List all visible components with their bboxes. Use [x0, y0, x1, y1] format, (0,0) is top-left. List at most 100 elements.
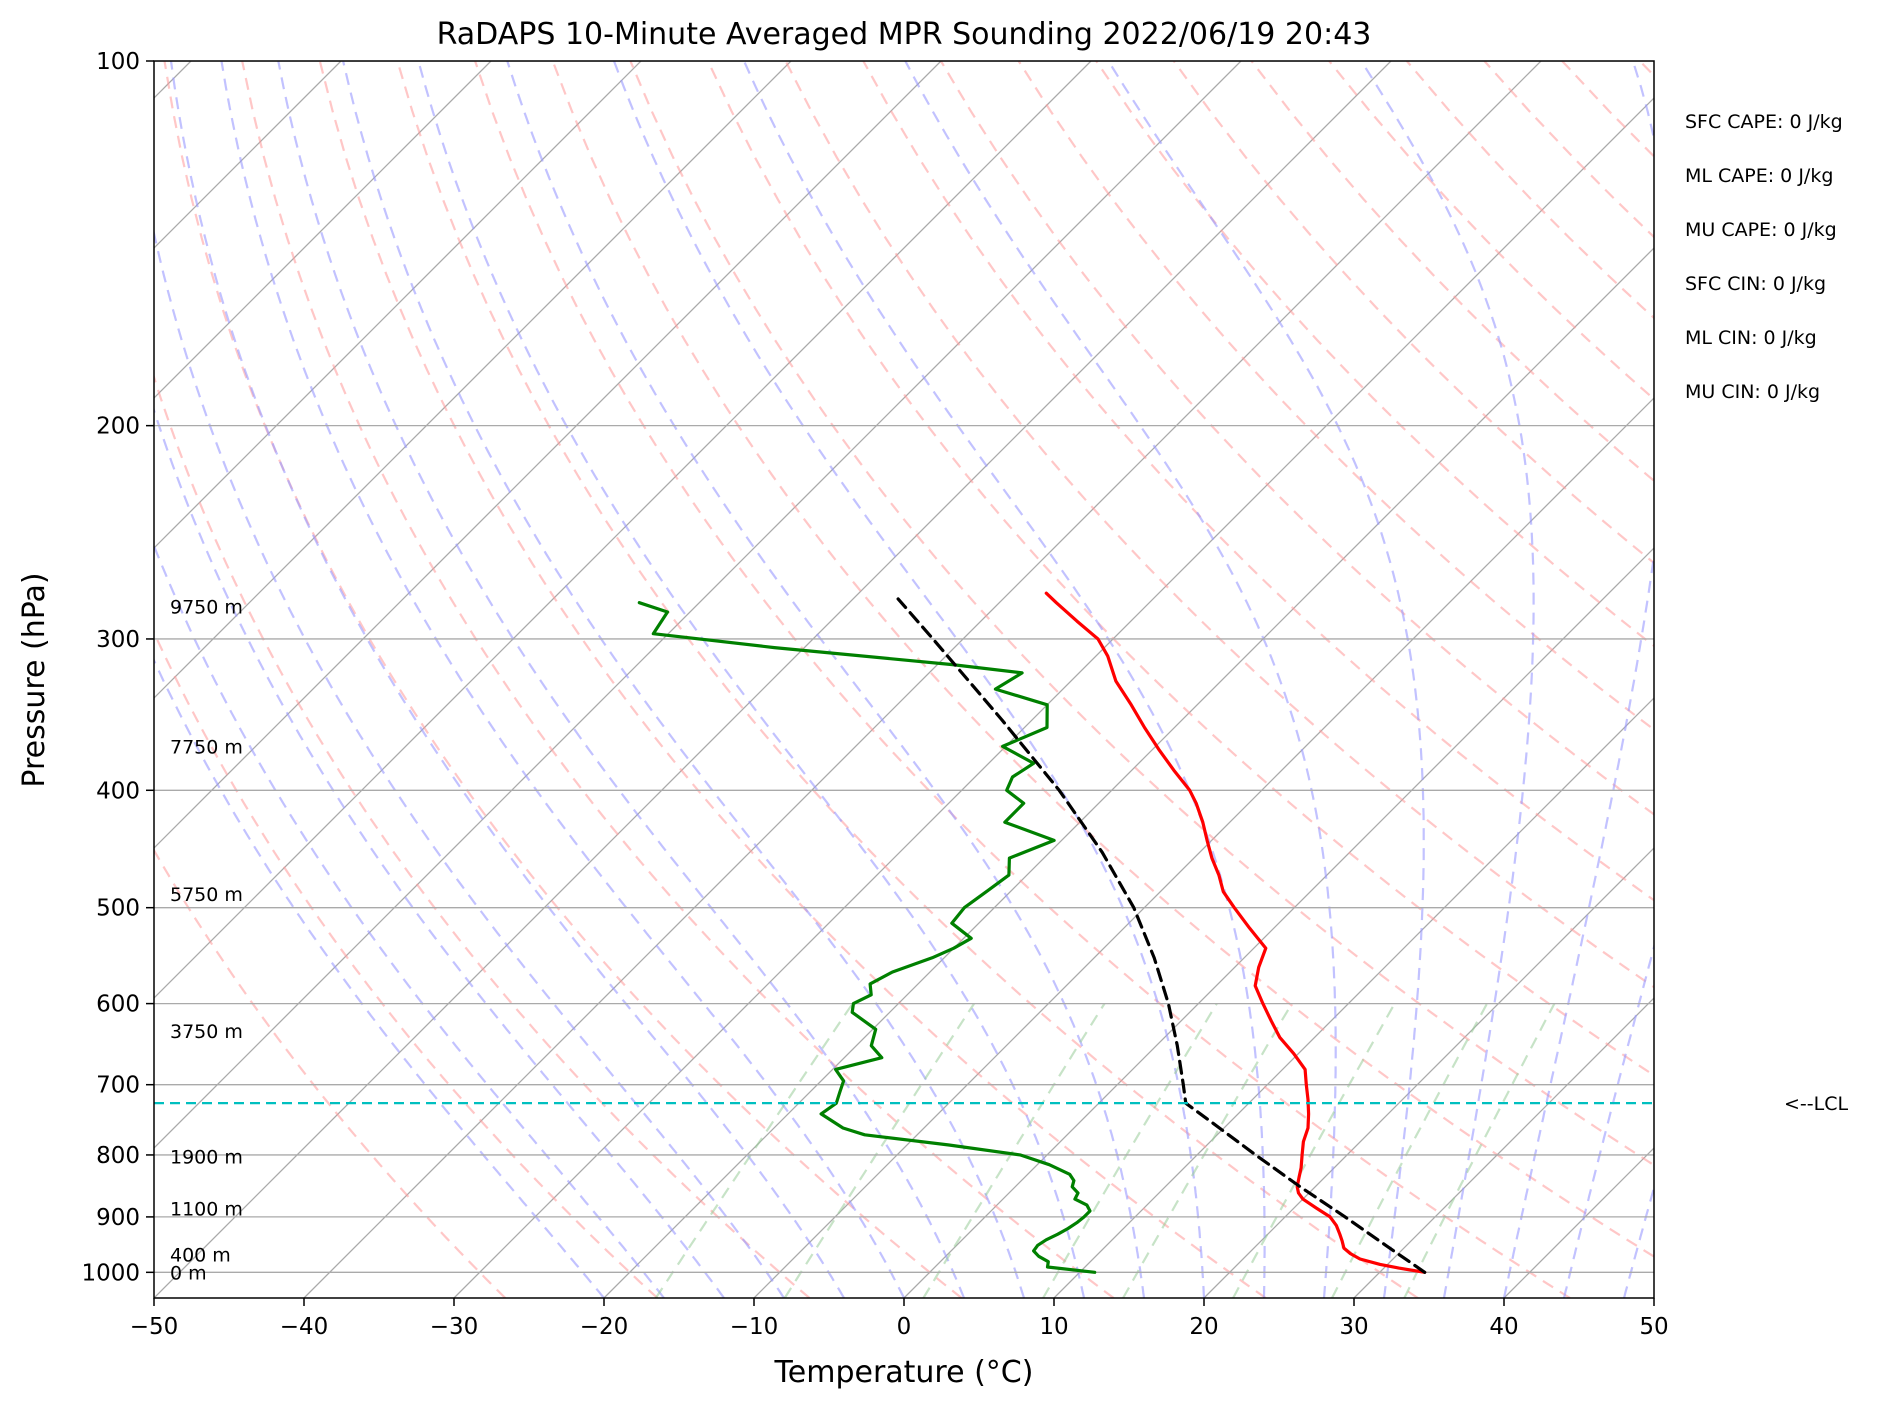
stability-index: MU CAPE: 0 J/kg [1685, 219, 1837, 241]
moist-adiabat-line [342, 61, 1026, 1298]
moist-adiabat-line [277, 61, 966, 1298]
stability-index: SFC CIN: 0 J/kg [1685, 273, 1826, 295]
height-label: 400 m [170, 1245, 231, 1267]
mixing-ratio-line [1122, 1003, 1293, 1298]
x-tick-label: 0 [897, 1314, 912, 1340]
isotherm-line [154, 61, 1392, 1298]
stability-indices: SFC CAPE: 0 J/kg ML CAPE: 0 J/kg MU CAPE: … [1685, 111, 1843, 403]
moist-adiabat-line [417, 61, 1086, 1298]
height-labels: 9750 m 7750 m 5750 m 3750 m 1900 m 1100 m 400 … [170, 596, 243, 1284]
height-label: 1100 m [170, 1199, 243, 1221]
height-label: 9750 m [170, 596, 243, 618]
x-tick-label: 30 [1339, 1314, 1368, 1340]
y-tick-label: 900 [96, 1205, 140, 1231]
stability-index: SFC CAPE: 0 J/kg [1685, 111, 1843, 133]
isotherm-line [303, 61, 1542, 1298]
dry-adiabat-line [1172, 61, 1654, 565]
height-label: 5750 m [170, 884, 243, 906]
mixing-ratio-line [654, 1002, 854, 1298]
dry-adiabat-line [163, 61, 963, 1298]
x-tick-label: −20 [580, 1314, 629, 1340]
moist-adiabat-line [154, 657, 605, 1298]
lcl-label: <--LCL [1784, 1093, 1848, 1115]
y-tick-label: 700 [96, 1073, 140, 1099]
stability-index: ML CAPE: 0 J/kg [1685, 165, 1833, 187]
moist-adiabat-line [612, 61, 1206, 1298]
temperature-line [1044, 591, 1427, 1274]
moist-adiabat-line [1622, 1183, 1654, 1298]
isotherm-line [903, 547, 1654, 1298]
height-label: 7750 m [170, 736, 243, 758]
mixing-ratio-line [1232, 1003, 1396, 1298]
moist-adiabat-line [506, 61, 1146, 1298]
dry-adiabat-line [154, 848, 507, 1298]
stability-index: MU CIN: 0 J/kg [1685, 381, 1820, 403]
moist-adiabat-line [1562, 942, 1654, 1298]
stability-index: ML CIN: 0 J/kg [1685, 327, 1817, 349]
y-tick-label: 1000 [81, 1260, 140, 1286]
y-axis-ticks: 100 200 300 400 500 600 700 800 900 1000 [81, 49, 154, 1286]
isotherm-line [154, 61, 642, 549]
height-label: 0 m [170, 1262, 207, 1284]
x-axis-label: Temperature (°C) [774, 1355, 1034, 1390]
x-tick-label: 20 [1189, 1314, 1218, 1340]
isotherm-line [154, 61, 942, 849]
dry-adiabat-line [629, 61, 1654, 1167]
isotherm-line [1353, 997, 1654, 1298]
y-tick-label: 800 [96, 1143, 140, 1169]
isotherm-line [154, 61, 492, 399]
dry-adiabat-line [396, 61, 1419, 1298]
isotherm-line [154, 61, 1092, 999]
isotherm-line [154, 61, 1242, 1149]
x-tick-label: −10 [730, 1314, 779, 1340]
moist-adiabat-line [1107, 61, 1425, 1298]
moist-adiabat-line [169, 61, 845, 1298]
moist-adiabat-line [904, 61, 1337, 1298]
x-tick-label: 40 [1489, 1314, 1518, 1340]
moist-adiabat-line [1502, 61, 1654, 1298]
mixing-ratio-line [922, 1003, 1106, 1298]
chart-title: RaDAPS 10-Minute Averaged MPR Sounding 2… [437, 17, 1372, 52]
y-tick-label: 400 [96, 778, 140, 804]
x-tick-label: 50 [1639, 1314, 1668, 1340]
isotherm-line [1203, 847, 1654, 1298]
y-tick-label: 100 [96, 49, 140, 75]
background-lines [154, 61, 1654, 1298]
dry-adiabat-line [551, 61, 1654, 1258]
mixing-ratio-line [783, 1002, 976, 1298]
isotherm-line [603, 247, 1654, 1298]
dry-adiabat-line [939, 61, 1654, 816]
moist-adiabat-line [154, 228, 785, 1298]
x-tick-label: −30 [430, 1314, 479, 1340]
x-tick-label: −50 [130, 1314, 179, 1340]
x-tick-label: −40 [280, 1314, 329, 1340]
moist-adiabat-line [1360, 61, 1535, 1298]
height-label: 1900 m [170, 1146, 243, 1168]
moist-adiabat-line [154, 543, 665, 1298]
isotherm-line [1053, 697, 1654, 1298]
isotherm-line [154, 61, 792, 699]
moist-adiabat-line [742, 61, 1266, 1298]
dry-adiabat-line [474, 61, 1571, 1298]
moist-adiabat-line [154, 406, 725, 1298]
y-axis-label: Pressure (hPa) [17, 572, 52, 787]
height-label: 3750 m [170, 1021, 243, 1043]
dry-adiabat-line [707, 61, 1654, 1077]
dewpoint-line [637, 601, 1097, 1274]
y-tick-label: 300 [96, 627, 140, 653]
y-tick-label: 500 [96, 896, 140, 922]
x-axis-ticks: −50 −40 −30 −20 −10 0 10 20 30 40 50 [130, 1298, 1669, 1340]
y-tick-label: 600 [96, 992, 140, 1018]
x-tick-label: 10 [1039, 1314, 1068, 1340]
y-tick-label: 200 [96, 414, 140, 440]
sounding-profiles [637, 591, 1427, 1274]
dry-adiabat-line [241, 61, 1115, 1298]
parcel-line [896, 597, 1427, 1274]
dry-adiabat-line [1095, 61, 1654, 648]
mixing-ratio-line [1403, 1003, 1556, 1298]
isotherm-line [453, 97, 1654, 1298]
dry-adiabat-line [1017, 61, 1654, 732]
dry-adiabat-line [862, 61, 1654, 902]
moist-adiabat-line [220, 61, 905, 1298]
